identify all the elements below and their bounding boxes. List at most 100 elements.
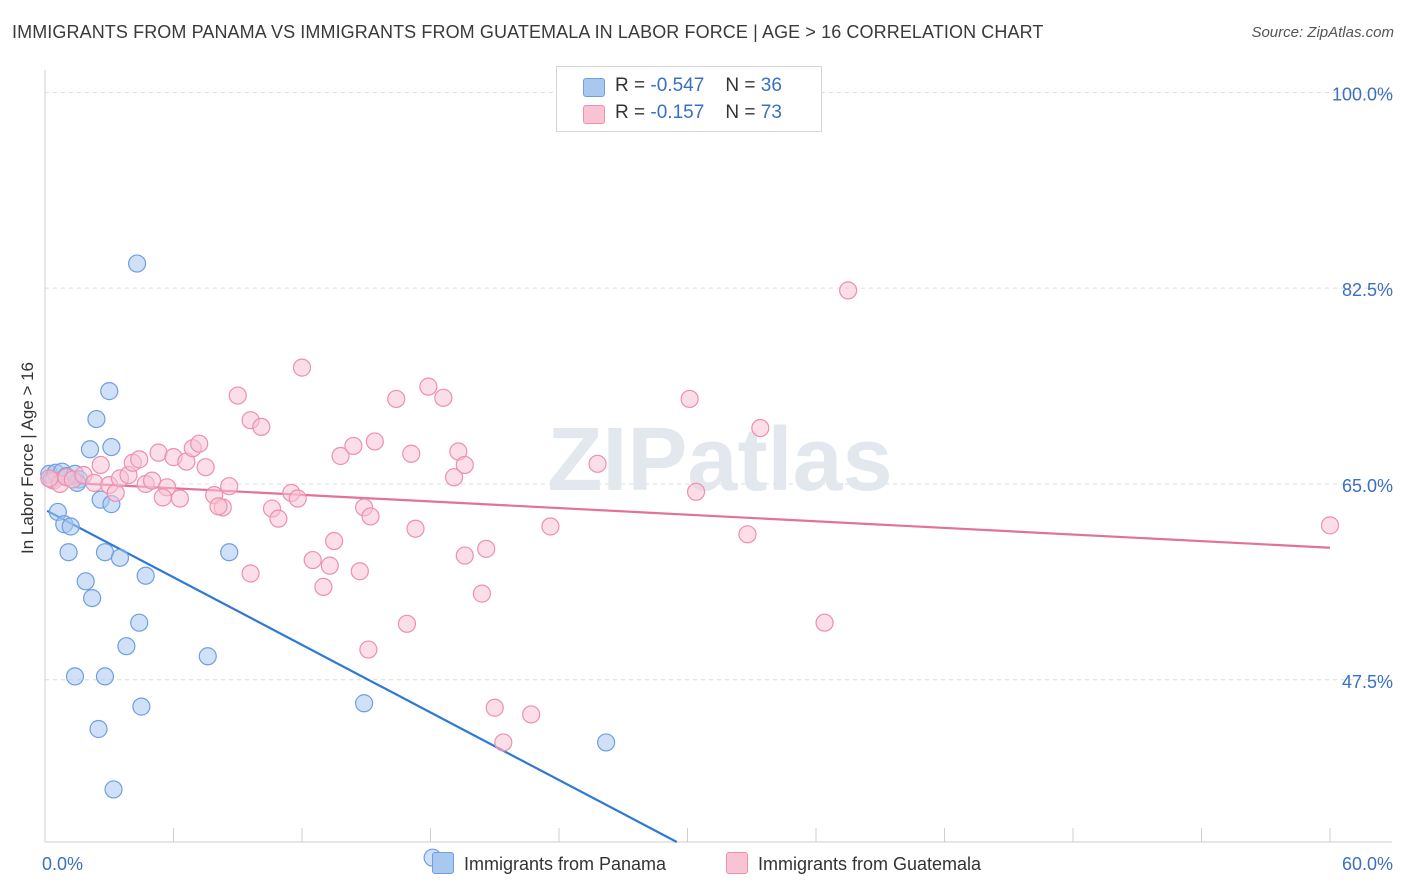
y-tick-label: 100.0% — [1332, 84, 1393, 104]
guatemala-point — [220, 477, 239, 496]
bottom-legend-panama: Immigrants from Panama — [432, 852, 666, 875]
y-tick-label: 47.5% — [1342, 672, 1393, 692]
guatemala-point — [209, 497, 228, 516]
panama-point — [80, 440, 100, 459]
legend-r-value: -0.157 — [650, 102, 705, 123]
guatemala-point — [365, 432, 384, 451]
legend-n-label: N = — [725, 75, 756, 96]
legend-r-label: R = — [615, 75, 646, 96]
source-label: Source: ZipAtlas.com — [1251, 24, 1394, 41]
panama-point — [100, 382, 119, 401]
panama-point — [117, 637, 136, 656]
guatemala-point — [361, 507, 380, 526]
guatemala-point — [494, 733, 513, 752]
guatemala-point — [320, 556, 339, 575]
guatemala-point — [522, 705, 541, 724]
panama-point — [83, 588, 102, 608]
guatemala-point — [815, 613, 834, 632]
guatemala-point — [738, 525, 757, 544]
guatemala-point — [288, 489, 307, 508]
bottom-legend-label: Immigrants from Panama — [464, 854, 667, 874]
guatemala-point — [241, 564, 260, 583]
panama-trend-line — [46, 509, 678, 843]
guatemala-point — [314, 577, 333, 597]
legend-r-label: R = — [615, 102, 646, 123]
panama-point — [130, 613, 149, 632]
guatemala-point — [269, 509, 288, 528]
guatemala-point — [455, 546, 474, 565]
guatemala-point — [485, 698, 504, 717]
guatemala-point — [40, 469, 59, 488]
correlation-legend: R = -0.547 N = 36 R = -0.157 N = 73 — [556, 66, 822, 132]
guatemala-point — [406, 519, 425, 538]
guatemala-point — [196, 458, 215, 477]
axes — [44, 70, 1392, 843]
legend-n-value: 73 — [760, 102, 782, 123]
y-tick-label: 65.0% — [1342, 476, 1393, 496]
guatemala-point — [325, 531, 344, 551]
panama-point — [104, 780, 123, 799]
guatemala-point — [477, 539, 496, 558]
guatemala-point — [686, 482, 706, 501]
panama-point — [136, 566, 155, 585]
guatemala-point — [228, 386, 247, 405]
panama-point — [87, 409, 106, 429]
guatemala-point — [252, 417, 271, 437]
legend-swatch-guatemala — [583, 105, 605, 124]
panama-point — [102, 437, 121, 457]
panama-point — [95, 667, 115, 686]
panama-point — [76, 572, 95, 591]
y-axis-label: In Labor Force | Age > 16 — [18, 361, 37, 555]
y-tick-label: 82.5% — [1342, 280, 1393, 300]
guatemala-point — [839, 281, 858, 300]
bottom-legend-swatch-guatemala — [726, 852, 748, 874]
guatemala-point — [303, 550, 322, 570]
chart-title: IMMIGRANTS FROM PANAMA VS IMMIGRANTS FRO… — [12, 22, 1044, 42]
panama-point — [65, 667, 85, 686]
guatemala-point — [434, 388, 453, 407]
grid-lines — [45, 91, 1392, 681]
guatemala-point — [190, 434, 209, 453]
guatemala-point — [472, 584, 491, 603]
guatemala-point — [142, 471, 162, 490]
guatemala-point — [397, 614, 417, 633]
data-points — [40, 254, 1340, 867]
guatemala-point — [1320, 516, 1340, 535]
guatemala-point — [153, 488, 172, 507]
panama-point — [127, 254, 147, 273]
x-tick-label: 0.0% — [42, 854, 83, 874]
guatemala-point — [402, 444, 421, 463]
trend-lines — [46, 480, 1331, 843]
guatemala-point — [350, 562, 369, 581]
legend-n-label: N = — [725, 102, 756, 123]
bottom-legend-guatemala: Immigrants from Guatemala — [726, 852, 981, 875]
guatemala-point — [292, 358, 312, 377]
panama-point — [59, 543, 78, 562]
guatemala-point — [444, 468, 464, 487]
panama-point — [597, 733, 616, 752]
panama-point — [89, 719, 108, 739]
x-tick-label: 60.0% — [1342, 854, 1393, 874]
guatemala-point — [331, 446, 350, 466]
bottom-legend-swatch-panama — [432, 852, 454, 874]
panama-point — [61, 517, 80, 536]
bottom-legend-label: Immigrants from Guatemala — [758, 854, 982, 874]
legend-n-value: 36 — [760, 75, 782, 96]
guatemala-point — [588, 454, 607, 473]
guatemala-point — [541, 517, 560, 536]
panama-point — [110, 548, 130, 567]
guatemala-point — [680, 389, 699, 409]
guatemala-point — [359, 640, 378, 659]
legend-r-value: -0.547 — [650, 75, 705, 96]
guatemala-point — [344, 436, 363, 456]
guatemala-point — [91, 455, 110, 475]
guatemala-trend-line — [47, 480, 1331, 549]
guatemala-point — [149, 443, 168, 462]
guatemala-point — [387, 389, 406, 409]
panama-point — [355, 694, 374, 713]
guatemala-point — [455, 455, 474, 475]
legend-swatch-panama — [583, 78, 605, 97]
guatemala-point — [419, 377, 438, 396]
tick-labels: 100.0% 82.5% 65.0% 47.5% 0.0% 60.0% — [42, 84, 1393, 874]
